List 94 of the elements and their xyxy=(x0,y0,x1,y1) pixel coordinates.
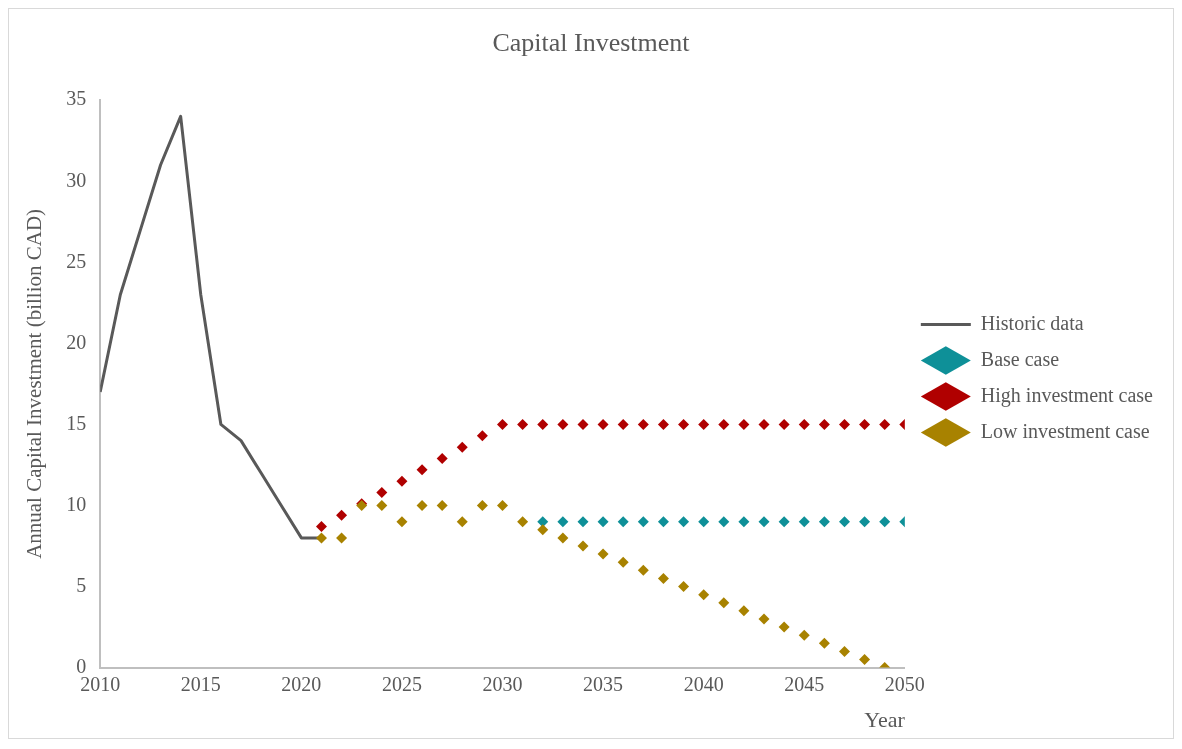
point xyxy=(597,516,609,528)
point xyxy=(456,516,468,528)
point xyxy=(597,548,609,560)
point xyxy=(617,418,629,430)
point xyxy=(838,645,850,657)
point xyxy=(718,516,730,528)
x-tick-label: 2030 xyxy=(482,672,523,695)
point xyxy=(376,499,388,511)
point xyxy=(577,516,589,528)
y-tick-label: 15 xyxy=(66,411,87,434)
point xyxy=(537,524,549,536)
point xyxy=(617,516,629,528)
point xyxy=(879,516,891,528)
point xyxy=(818,418,830,430)
point xyxy=(778,516,790,528)
y-tick-label: 30 xyxy=(66,168,87,191)
point xyxy=(577,540,589,552)
point xyxy=(557,532,569,544)
point xyxy=(798,629,810,641)
x-tick-label: 2035 xyxy=(583,672,624,695)
x-tick-label: 2045 xyxy=(784,672,825,695)
point xyxy=(597,418,609,430)
point xyxy=(637,564,649,576)
y-axis-title: Annual Capital Investment (billion CAD) xyxy=(22,208,47,559)
point xyxy=(859,653,871,665)
point xyxy=(315,532,327,544)
point xyxy=(879,418,891,430)
point xyxy=(678,581,690,593)
y-tick-label: 35 xyxy=(66,87,87,110)
point xyxy=(698,516,710,528)
chart-title: Capital Investment xyxy=(492,28,691,58)
point xyxy=(657,418,669,430)
point xyxy=(416,464,428,476)
point xyxy=(476,430,488,442)
point xyxy=(698,418,710,430)
point xyxy=(838,516,850,528)
legend-label: Base case xyxy=(980,347,1060,370)
point xyxy=(738,516,750,528)
point xyxy=(396,516,408,528)
point xyxy=(557,418,569,430)
x-tick-label: 2050 xyxy=(884,672,925,695)
point xyxy=(637,516,649,528)
legend-label: Historic data xyxy=(980,311,1084,334)
point xyxy=(557,516,569,528)
point xyxy=(798,418,810,430)
x-tick-label: 2020 xyxy=(281,672,322,695)
x-tick-label: 2040 xyxy=(683,672,724,695)
legend-label: Low investment case xyxy=(980,419,1150,442)
point xyxy=(718,597,730,609)
point xyxy=(537,418,549,430)
point xyxy=(738,605,750,617)
point xyxy=(376,487,388,499)
point xyxy=(517,418,529,430)
point xyxy=(798,516,810,528)
point xyxy=(456,441,468,453)
x-axis-title: Year xyxy=(864,706,906,732)
point xyxy=(637,418,649,430)
point xyxy=(577,418,589,430)
point xyxy=(758,516,770,528)
point xyxy=(436,452,448,464)
point xyxy=(738,418,750,430)
point xyxy=(396,475,408,487)
point xyxy=(657,516,669,528)
point xyxy=(758,613,770,625)
point xyxy=(818,516,830,528)
legend-label: High investment case xyxy=(980,383,1154,407)
y-tick-label: 25 xyxy=(66,249,87,272)
y-tick-label: 5 xyxy=(76,573,87,596)
point xyxy=(778,621,790,633)
x-tick-label: 2015 xyxy=(180,672,221,695)
point xyxy=(698,589,710,601)
point xyxy=(336,509,348,521)
point xyxy=(859,418,871,430)
y-tick-label: 10 xyxy=(66,492,87,515)
x-tick-label: 2025 xyxy=(381,672,422,695)
point xyxy=(678,418,690,430)
point xyxy=(416,499,428,511)
point xyxy=(617,556,629,568)
point xyxy=(758,418,770,430)
point xyxy=(497,418,509,430)
point xyxy=(718,418,730,430)
point xyxy=(476,499,488,511)
point xyxy=(315,521,327,533)
point xyxy=(859,516,871,528)
point xyxy=(818,637,830,649)
y-tick-label: 20 xyxy=(66,330,87,353)
point xyxy=(497,499,509,511)
point xyxy=(778,418,790,430)
point xyxy=(838,418,850,430)
point xyxy=(436,499,448,511)
point xyxy=(336,532,348,544)
point xyxy=(517,516,529,528)
point xyxy=(678,516,690,528)
point xyxy=(657,572,669,584)
